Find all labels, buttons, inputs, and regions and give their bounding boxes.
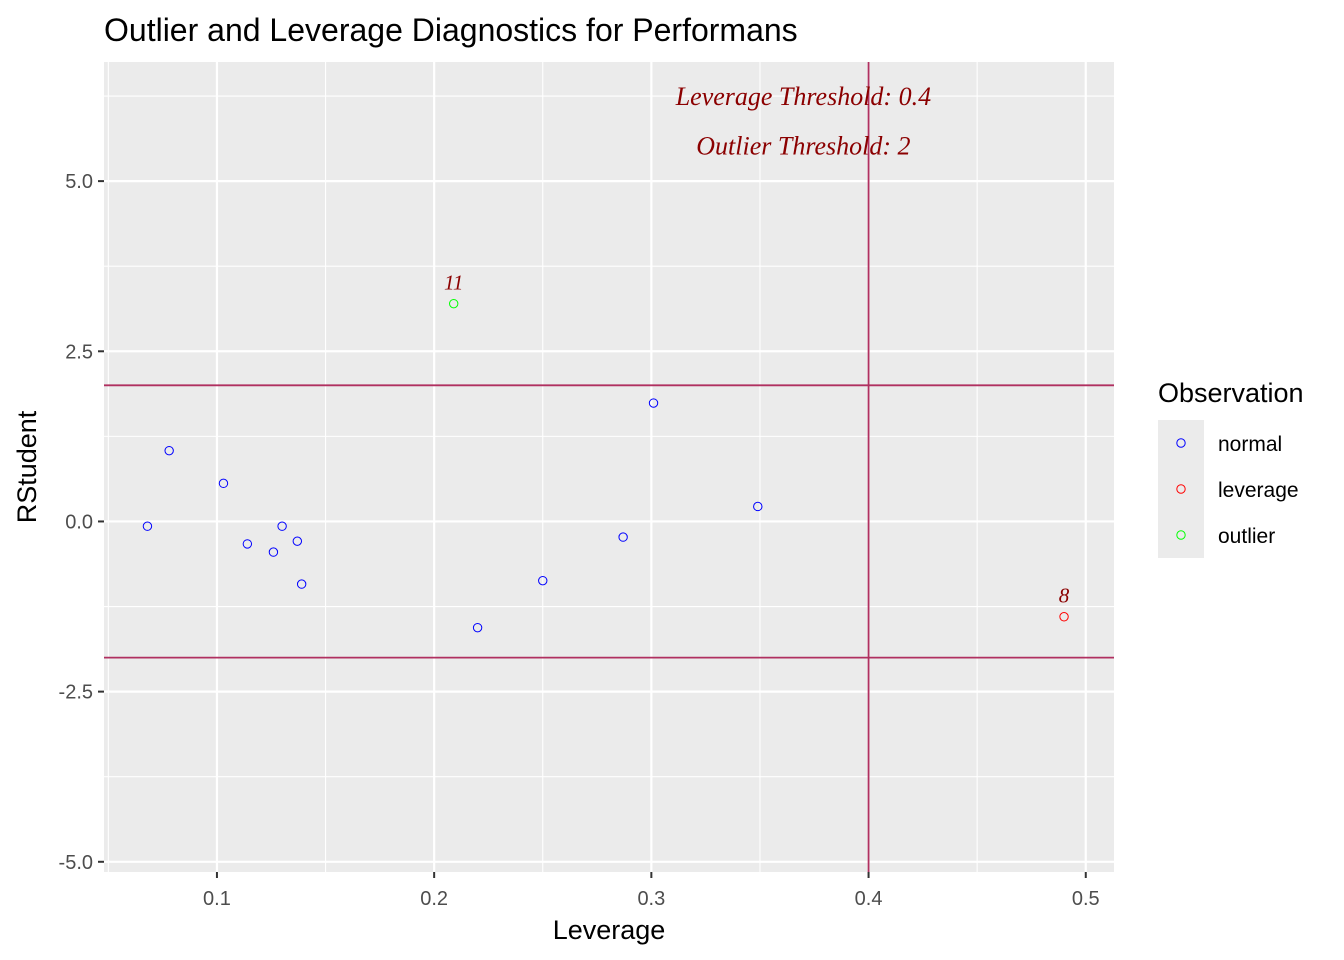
y-tick-label: -5.0 <box>59 852 93 874</box>
x-axis-title: Leverage <box>553 915 666 945</box>
legend-key-leverage <box>1176 484 1186 494</box>
data-point-normal <box>292 536 303 546</box>
y-tick-label: 0.0 <box>65 511 93 533</box>
plot-panel <box>104 62 1114 872</box>
data-point-normal <box>268 547 279 557</box>
point-label: 8 <box>1059 584 1070 608</box>
legend-key-outlier <box>1176 530 1186 540</box>
data-point-normal <box>142 521 153 531</box>
data-point-leverage <box>1059 612 1069 622</box>
data-point-normal <box>242 539 253 549</box>
y-tick-label: -2.5 <box>59 682 93 704</box>
x-axis-ticks: 0.1 0.2 0.3 0.4 0.5 <box>203 872 1100 910</box>
chart-title: Outlier and Leverage Diagnostics for Per… <box>104 12 798 48</box>
data-point-normal <box>538 575 548 586</box>
threshold-annotations: Leverage Threshold: 0.4 Outlier Threshold… <box>675 82 931 161</box>
minor-gridlines <box>104 62 1114 872</box>
data-point-normal <box>218 478 229 489</box>
x-tick-label: 0.1 <box>203 888 231 910</box>
point-label: 11 <box>444 271 463 295</box>
y-tick-label: 5.0 <box>65 171 93 193</box>
x-tick-label: 0.4 <box>855 888 883 910</box>
legend-label-normal: normal <box>1218 433 1282 456</box>
data-points <box>142 298 1069 633</box>
data-point-normal <box>753 501 763 512</box>
data-point-normal <box>277 521 287 531</box>
y-axis-title: RStudent <box>12 410 42 523</box>
legend-key-normal <box>1176 438 1186 448</box>
point-labels: 11 8 <box>444 271 1070 608</box>
data-point-normal <box>472 622 483 633</box>
legend: Observation normal leverage outlier <box>1158 378 1304 558</box>
leverage-threshold-annotation: Leverage Threshold: 0.4 <box>675 82 931 111</box>
legend-label-outlier: outlier <box>1218 525 1275 548</box>
x-tick-label: 0.3 <box>637 888 665 910</box>
x-tick-label: 0.2 <box>420 888 448 910</box>
x-tick-label: 0.5 <box>1072 888 1100 910</box>
y-axis-ticks: -5.0 -2.5 0.0 2.5 5.0 <box>59 171 104 874</box>
outlier-threshold-annotation: Outlier Threshold: 2 <box>696 132 910 161</box>
legend-key-background <box>1158 420 1204 558</box>
legend-label-leverage: leverage <box>1218 479 1299 502</box>
data-point-normal <box>618 532 628 542</box>
data-point-normal <box>164 445 174 456</box>
y-tick-label: 2.5 <box>65 341 93 363</box>
data-point-normal <box>648 398 659 408</box>
threshold-lines <box>104 62 1114 872</box>
data-point-outlier <box>448 298 459 309</box>
data-point-normal <box>296 579 307 589</box>
legend-title: Observation <box>1158 378 1304 408</box>
